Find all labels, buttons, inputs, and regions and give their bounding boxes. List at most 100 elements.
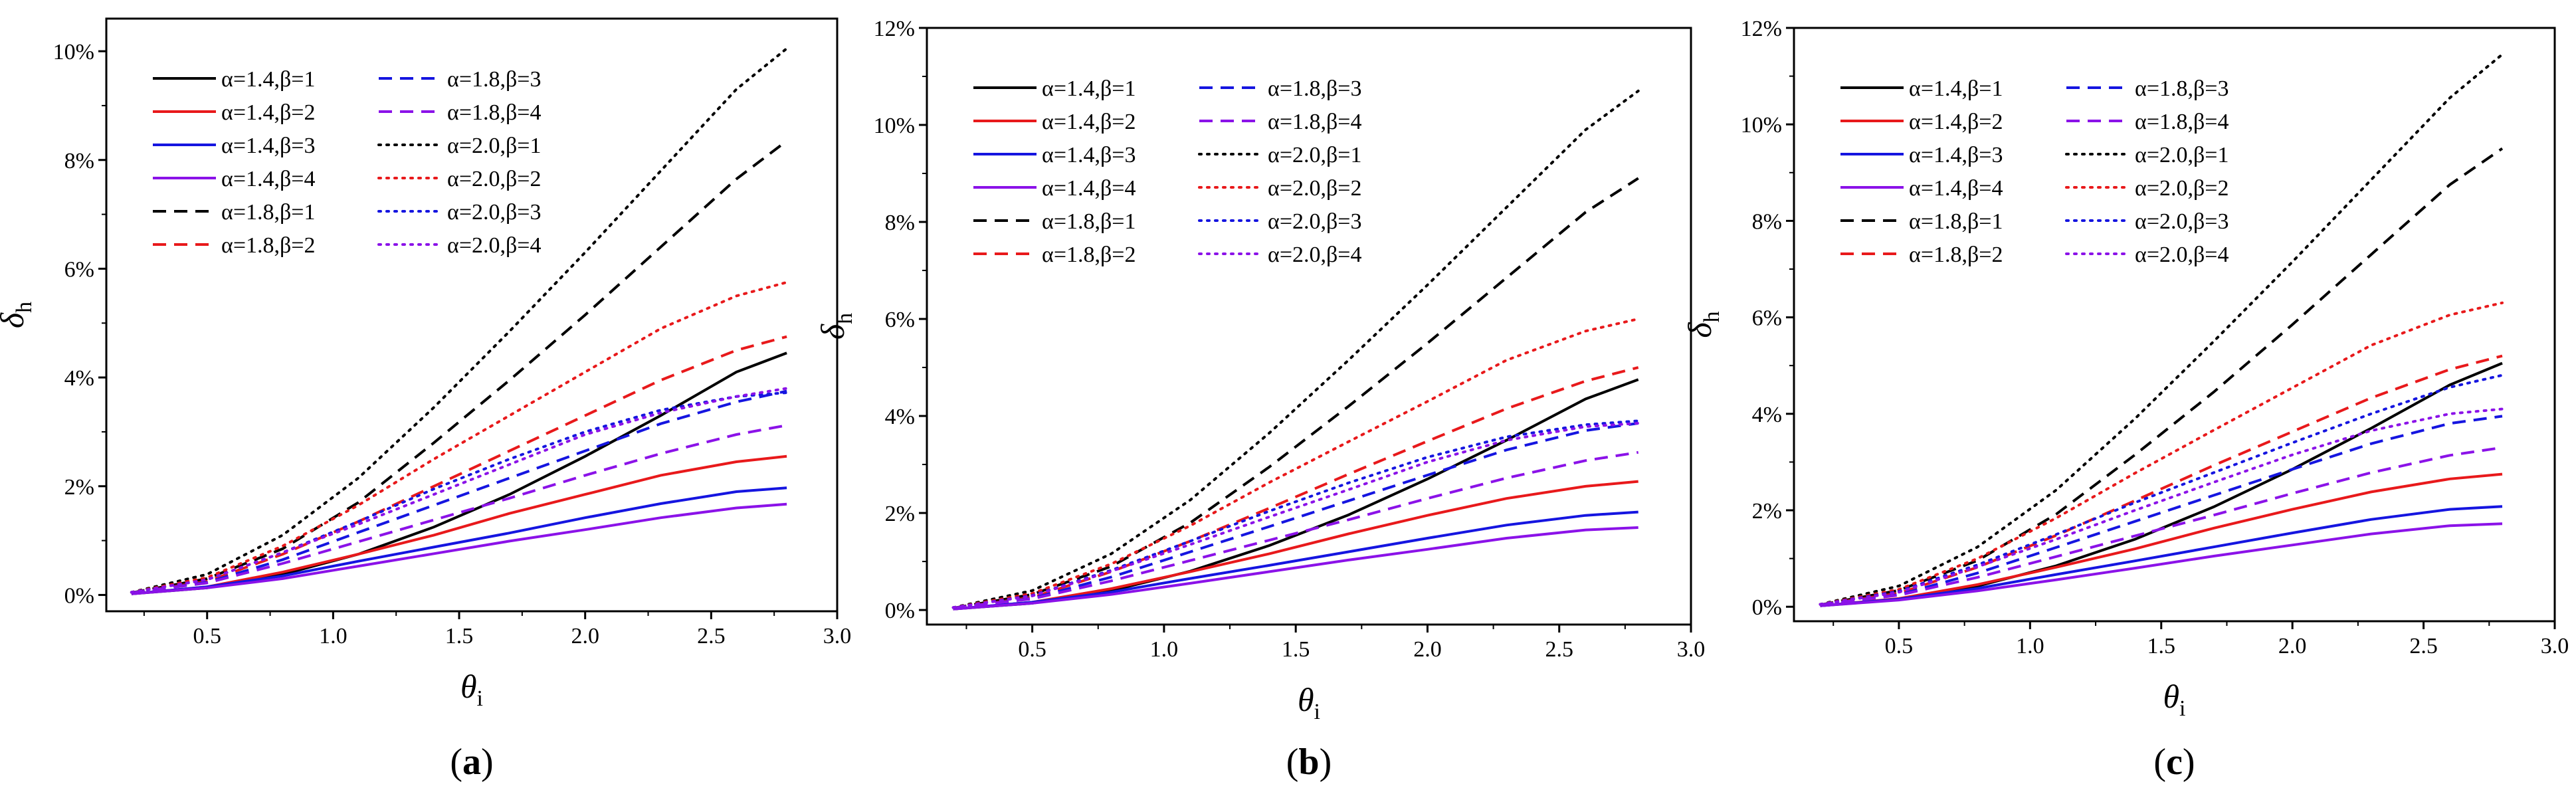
- series-line: [131, 335, 787, 595]
- legend-entry: α=1.4,β=4: [1042, 176, 1136, 201]
- legend-entry: α=1.8,β=1: [1909, 209, 2003, 234]
- x-tick-label: 1.0: [1150, 637, 1179, 662]
- legend-entry: α=1.8,β=2: [221, 233, 315, 258]
- series-line: [1819, 301, 2504, 606]
- y-tick-label: 10%: [53, 40, 94, 64]
- x-axis-symbol: θ: [1298, 681, 1314, 718]
- series-line: [131, 454, 787, 595]
- series-line: [130, 47, 789, 594]
- x-tick-label: 1.5: [1282, 637, 1310, 662]
- legend-entry: α=1.8,β=4: [2135, 110, 2229, 134]
- panel-letter: b: [1298, 741, 1319, 783]
- y-axis-label: δh: [1681, 311, 1724, 338]
- series-line: [953, 366, 1639, 610]
- series-line: [130, 280, 789, 594]
- y-axis-symbol: δ: [1681, 322, 1718, 338]
- y-tick-label: 6%: [885, 308, 915, 332]
- legend-entry: α=2.0,β=4: [447, 233, 541, 258]
- legend-entry: α=1.4,β=2: [1042, 110, 1136, 134]
- y-tick-label: 6%: [1752, 306, 1782, 331]
- legend-entry: α=2.0,β=1: [1268, 143, 1361, 167]
- legend-entry: α=1.8,β=1: [221, 200, 315, 225]
- x-tick-label: 2.5: [697, 624, 726, 648]
- panel-b: 0.5 1.0 1.5 2.0 2.5 3.0 0% 2% 4% 6% 8% 10% 12% θi δh α=…: [814, 17, 1705, 783]
- x-axis-label: θi: [1298, 681, 1320, 724]
- x-tick-label: 0.5: [1885, 634, 1914, 658]
- x-tick-label: 1.0: [2016, 634, 2044, 658]
- y-tick-label: 10%: [1741, 113, 1782, 138]
- series-line: [953, 450, 1639, 610]
- series-line: [131, 424, 787, 595]
- legend-entry: α=1.8,β=1: [1042, 209, 1136, 234]
- x-tick-label: 2.0: [571, 624, 599, 648]
- series-line: [1820, 147, 2504, 607]
- panel-a: 0.51.01.52.02.53.00%2%4%6%8%10%θiδhα=1.4…: [0, 17, 852, 783]
- legend-entry: α=1.4,β=2: [1909, 110, 2003, 134]
- y-tick-label: 2%: [885, 502, 915, 526]
- legend-entry: α=1.4,β=1: [1042, 76, 1136, 101]
- legend-entry: α=1.8,β=3: [1268, 76, 1361, 101]
- legend-entry: α=1.4,β=4: [221, 167, 315, 191]
- legend-entry: α=1.8,β=3: [2135, 76, 2229, 101]
- x-axis-subscript: i: [2179, 696, 2185, 721]
- panel-caption: (a): [450, 741, 493, 783]
- y-tick-label: 0%: [885, 599, 915, 623]
- x-tick-label: 3.0: [823, 624, 852, 648]
- panel-caption: (b): [1286, 741, 1332, 783]
- series-line: [953, 526, 1638, 611]
- panel-letter: c: [2166, 741, 2183, 783]
- plot-frame: [105, 17, 839, 613]
- legend-entry: α=2.0,β=3: [1268, 209, 1361, 234]
- y-tick-label: 4%: [64, 366, 94, 391]
- series-line: [1820, 505, 2503, 607]
- x-axis-subscript: i: [1314, 700, 1320, 724]
- y-axis-symbol: δ: [0, 312, 31, 328]
- y-tick-label: 8%: [1752, 209, 1782, 234]
- series-line: [951, 422, 1640, 609]
- x-tick-label: 1.5: [445, 624, 474, 648]
- x-tick-label: 2.5: [1545, 637, 1573, 662]
- series-line: [953, 510, 1638, 611]
- x-tick-label: 2.5: [2409, 634, 2438, 658]
- y-tick-label: 12%: [874, 17, 915, 41]
- x-axis-label: θi: [2163, 678, 2185, 721]
- y-tick-label: 8%: [885, 211, 915, 235]
- series-line: [953, 177, 1639, 610]
- series-line: [1819, 407, 2504, 606]
- plot-frame: [1793, 27, 2556, 623]
- y-tick-label: 2%: [1752, 499, 1782, 524]
- y-axis-symbol: δ: [814, 324, 851, 340]
- y-axis-subscript: h: [1700, 311, 1724, 322]
- series-line: [1820, 361, 2503, 607]
- series-line: [1820, 446, 2503, 607]
- series-line: [951, 419, 1640, 609]
- legend-entry: α=2.0,β=3: [2135, 209, 2229, 234]
- series-line: [951, 318, 1640, 609]
- x-tick-label: 0.5: [1018, 637, 1046, 662]
- legend-entry: α=1.4,β=2: [221, 100, 315, 125]
- plot-frame: [926, 27, 1692, 626]
- series-line: [1819, 373, 2504, 606]
- panel-letter: a: [462, 741, 481, 783]
- series-line: [1819, 52, 2504, 606]
- legend-entry: α=1.8,β=2: [1909, 243, 2003, 267]
- y-tick-label: 4%: [1752, 403, 1782, 427]
- series-line: [1820, 522, 2503, 607]
- series-line: [130, 387, 789, 594]
- x-axis-symbol: θ: [2163, 678, 2179, 715]
- legend-entry: α=2.0,β=3: [447, 200, 541, 225]
- x-tick-label: 2.0: [2278, 634, 2307, 658]
- x-axis-label: θi: [460, 668, 483, 711]
- legend-entry: α=1.4,β=3: [1909, 143, 2003, 167]
- series-line: [130, 391, 789, 594]
- y-tick-label: 4%: [885, 405, 915, 429]
- legend-entry: α=1.8,β=3: [447, 67, 541, 92]
- legend-entry: α=2.0,β=2: [447, 167, 541, 191]
- x-tick-label: 1.5: [2147, 634, 2176, 658]
- legend-entry: α=2.0,β=4: [2135, 243, 2229, 267]
- y-axis-subscript: h: [12, 302, 37, 313]
- panel-caption: (c): [2153, 741, 2195, 783]
- series-line: [951, 89, 1640, 609]
- y-tick-label: 2%: [64, 475, 94, 500]
